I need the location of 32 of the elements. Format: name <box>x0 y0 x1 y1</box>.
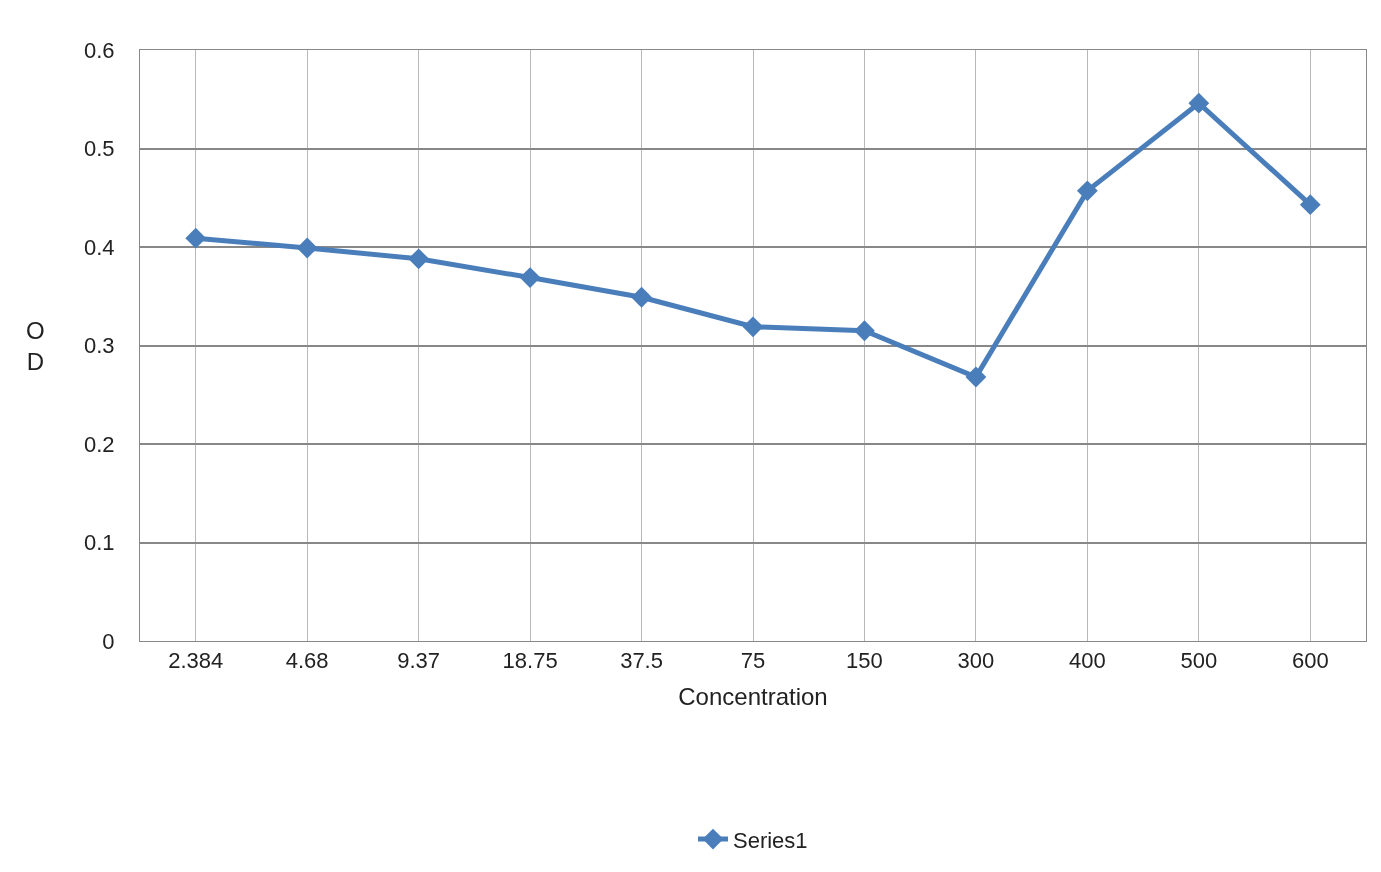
point <box>965 366 987 388</box>
x-tick-label: 150 <box>846 648 883 674</box>
y-tick-label: 0.3 <box>84 333 115 359</box>
x-tick-label: 2.384 <box>168 648 224 674</box>
point <box>854 320 875 342</box>
point <box>1188 92 1210 114</box>
point <box>631 286 652 308</box>
y-tick-label: 0.4 <box>84 234 115 260</box>
point <box>519 267 541 288</box>
x-axis-title: Concentration <box>678 682 828 710</box>
x-tick-label: 400 <box>1069 648 1106 674</box>
x-tick-label: 75 <box>740 648 766 674</box>
x-tick-label: 18.75 <box>502 648 558 674</box>
point <box>742 316 764 338</box>
y-tick-label: 0 <box>102 628 115 654</box>
y-tick-label: 0.6 <box>84 37 115 63</box>
x-tick-label: 600 <box>1291 648 1329 674</box>
x-tick-label: 4.68 <box>285 648 329 674</box>
y-axis-title: O D <box>26 317 45 376</box>
y-tick-label: 0.2 <box>84 431 115 457</box>
x-tick-label: 9.37 <box>397 648 441 674</box>
y-tick-label: 0.1 <box>84 530 115 556</box>
point <box>1299 194 1321 216</box>
point <box>296 237 318 259</box>
x-tick-label: 500 <box>1180 648 1218 674</box>
legend-label: Series1 <box>733 827 808 853</box>
x-tick-label: 300 <box>957 648 995 674</box>
point <box>185 227 207 249</box>
x-tick-label: 37.5 <box>620 648 663 674</box>
y-tick-label: 0.5 <box>84 136 115 162</box>
point <box>408 248 430 270</box>
point <box>1076 180 1098 202</box>
